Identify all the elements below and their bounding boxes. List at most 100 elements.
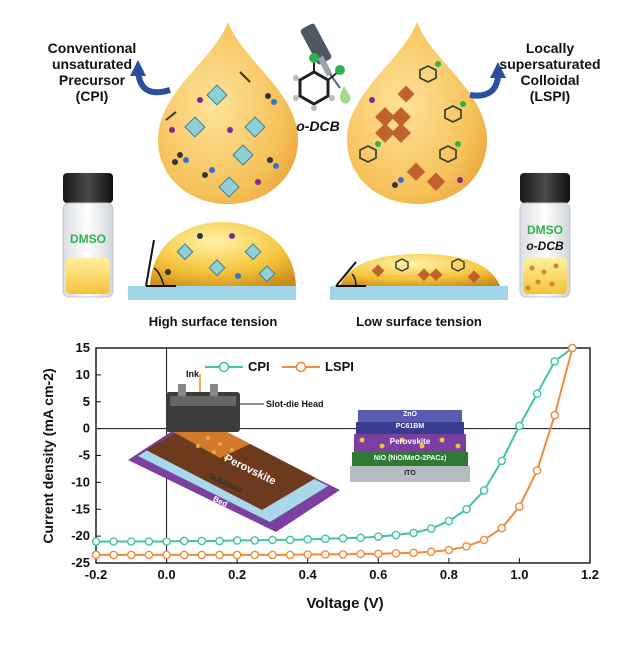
cpi-title-line: Precursor — [58, 72, 126, 88]
data-point-lspi — [532, 466, 542, 475]
data-point-cpi — [109, 537, 118, 546]
lspi-title-line: (LSPI) — [529, 88, 571, 104]
right-vial-label-line: DMSO — [527, 223, 563, 237]
inset-layer-zno: ZnO — [403, 411, 417, 418]
data-point-lspi — [338, 550, 348, 559]
lspi-title-line: supersaturated — [499, 56, 601, 72]
inset-layer-pcbm: PC61BM — [395, 423, 425, 430]
y-tick-label: 0 — [83, 421, 90, 436]
y-tick-label: -25 — [71, 555, 90, 570]
data-point-lspi — [215, 550, 224, 560]
data-point-cpi — [91, 537, 101, 546]
data-point-cpi — [550, 357, 560, 366]
legend-marker-cpi — [218, 361, 230, 373]
x-tick-label: 1.0 — [510, 567, 528, 582]
y-tick-label: 15 — [76, 340, 90, 355]
data-point-cpi — [215, 536, 224, 546]
left-sessile-drop — [150, 222, 296, 286]
cpi-droplet — [158, 22, 298, 204]
data-point-cpi — [179, 536, 189, 546]
high-surface-tension-caption: High surface tension — [148, 314, 278, 329]
data-point-lspi — [373, 549, 383, 559]
data-point-lspi — [444, 545, 454, 555]
data-point-lspi — [303, 550, 313, 559]
cpi-precursor-species — [165, 71, 279, 198]
right-vial-label-line: o-DCB — [526, 239, 564, 253]
data-point-cpi — [321, 534, 330, 544]
data-point-lspi — [162, 550, 171, 560]
y-tick-label: 10 — [76, 367, 90, 382]
low-surface-tension-caption: Low surface tension — [356, 314, 482, 329]
data-point-lspi — [109, 550, 118, 560]
data-point-lspi — [144, 550, 154, 560]
data-point-lspi — [232, 550, 242, 560]
data-point-cpi — [532, 389, 542, 398]
inset-head-label: Slot-die Head — [266, 399, 324, 409]
inset-ink-label: Ink — [186, 369, 200, 379]
y-axis-title: Current density (mA cm-2) — [40, 368, 56, 544]
left-arrow-icon — [135, 71, 171, 96]
data-point-lspi — [285, 550, 295, 560]
x-tick-label: 0.2 — [228, 567, 246, 582]
y-tick-label: -5 — [78, 448, 90, 463]
legend-label-lspi: LSPI — [325, 359, 354, 374]
cpi-title-line: Conventional — [47, 40, 137, 56]
inset-layer-perovskite: Perovskite — [389, 437, 431, 446]
x-tick-label: 0.4 — [299, 567, 318, 582]
o-dcb-molecule-icon — [293, 53, 345, 111]
legend-marker-lspi — [295, 361, 307, 373]
data-point-cpi — [373, 532, 383, 541]
data-point-cpi — [126, 537, 136, 546]
data-point-lspi — [462, 542, 471, 551]
legend-label-cpi: CPI — [248, 359, 270, 374]
x-tick-label: 0.8 — [440, 567, 458, 582]
x-axis-title: Voltage (V) — [306, 595, 384, 612]
lspi-colloid-species — [359, 61, 466, 191]
data-point-lspi — [426, 547, 436, 557]
y-tick-label: -20 — [71, 528, 90, 543]
data-point-lspi — [91, 550, 101, 560]
data-point-cpi — [497, 456, 507, 466]
data-point-lspi — [409, 548, 418, 558]
data-point-cpi — [285, 535, 295, 545]
series-line-cpi — [96, 347, 574, 543]
data-point-cpi — [250, 536, 260, 545]
right-vial-label: DMSO o-DCB — [515, 222, 575, 254]
schematic-illustration — [62, 22, 571, 300]
data-point-cpi — [515, 421, 524, 431]
data-point-lspi — [515, 502, 524, 511]
data-point-cpi — [232, 536, 242, 545]
cpi-title-line: unsaturated — [51, 56, 133, 72]
series-line-lspi — [96, 347, 574, 556]
lspi-title-line: Colloidal — [520, 72, 580, 88]
data-point-lspi — [250, 550, 260, 560]
data-point-cpi — [162, 537, 171, 546]
legend — [205, 361, 320, 373]
lspi-title: Locally supersaturated Colloidal (LSPI) — [484, 40, 616, 104]
data-point-lspi — [391, 549, 401, 558]
data-point-lspi — [356, 549, 365, 559]
data-point-lspi — [479, 535, 489, 545]
inset-layer-ito: ITO — [404, 470, 416, 477]
data-point-cpi — [356, 533, 365, 543]
data-point-lspi — [179, 550, 189, 560]
x-tick-label: -0.2 — [85, 567, 107, 582]
dmso-vial-left — [62, 173, 114, 298]
left-vial-label: DMSO — [70, 232, 106, 246]
data-point-lspi — [321, 550, 330, 559]
inset-slot-die-illustration — [128, 374, 470, 532]
data-point-lspi — [268, 550, 277, 560]
data-point-cpi — [268, 535, 277, 545]
data-point-cpi — [426, 524, 436, 533]
y-tick-label: -10 — [71, 474, 90, 489]
data-point-cpi — [462, 504, 471, 514]
x-tick-label: 0.6 — [369, 567, 387, 582]
data-point-cpi — [391, 530, 401, 540]
pipette-icon — [300, 23, 351, 104]
lspi-title-line: Locally — [525, 40, 575, 56]
data-point-lspi — [550, 410, 560, 420]
o-dcb-label: o-DCB — [296, 118, 340, 134]
data-point-lspi — [497, 523, 507, 533]
x-tick-label: 0.0 — [158, 567, 176, 582]
